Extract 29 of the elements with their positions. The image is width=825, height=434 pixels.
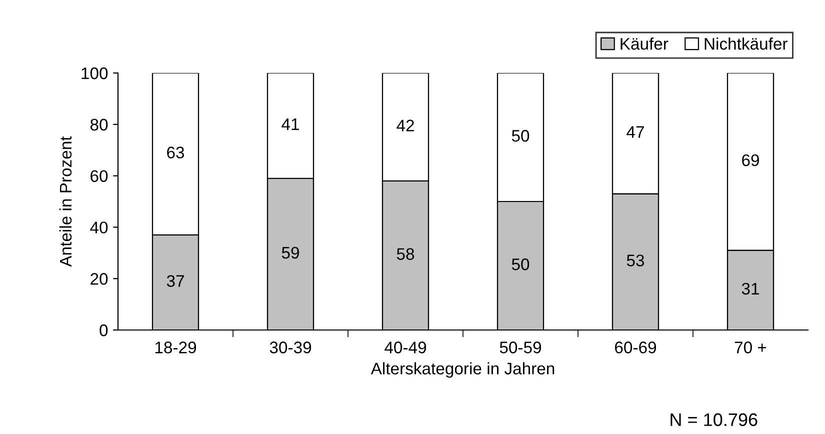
text: N = 10.796 <box>670 413 758 426</box>
data-label: 63 <box>167 146 184 158</box>
data-label: 31 <box>742 282 759 295</box>
y-tick-label: 60 <box>90 170 108 182</box>
data-label: 47 <box>626 126 644 138</box>
legend-label: Käufer <box>620 38 668 50</box>
data-label: 50 <box>512 130 530 142</box>
x-tick-label: 30-39 <box>270 342 312 354</box>
y-tick-label: 0 <box>100 324 108 336</box>
y-tick-label: 100 <box>82 67 108 80</box>
data-label: 53 <box>626 254 644 266</box>
x-tick-label: 18-29 <box>155 342 196 354</box>
data-label: 50 <box>512 258 530 270</box>
y-axis-title: Anteile in Prozent <box>59 136 72 267</box>
data-label: 42 <box>396 120 414 132</box>
legend-label: Nichtkäufer <box>704 38 788 50</box>
y-tick-label: 20 <box>90 273 108 285</box>
data-label: 69 <box>742 154 759 166</box>
data-label: 41 <box>282 118 299 130</box>
x-axis-title: Alterskategorie in Jahren <box>370 362 554 378</box>
x-tick-label: 60-69 <box>615 342 656 354</box>
y-tick-label: 80 <box>90 118 108 131</box>
y-tick-label: 40 <box>90 222 108 234</box>
data-label: 37 <box>166 275 184 287</box>
x-tick-label: 70 + <box>734 342 766 354</box>
x-tick-label: 50-59 <box>500 342 542 354</box>
data-label: 59 <box>282 246 299 259</box>
x-tick-label: 40-49 <box>384 342 426 354</box>
data-label: 58 <box>396 248 414 260</box>
